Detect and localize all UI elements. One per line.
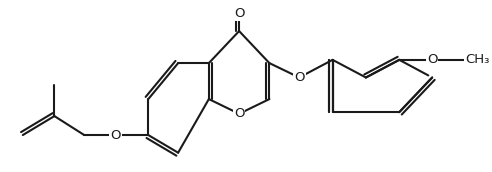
Text: O: O — [234, 107, 245, 120]
Text: O: O — [110, 128, 121, 142]
Text: O: O — [294, 71, 305, 84]
Text: CH₃: CH₃ — [465, 53, 490, 66]
Text: O: O — [234, 7, 245, 20]
Text: O: O — [427, 53, 437, 66]
